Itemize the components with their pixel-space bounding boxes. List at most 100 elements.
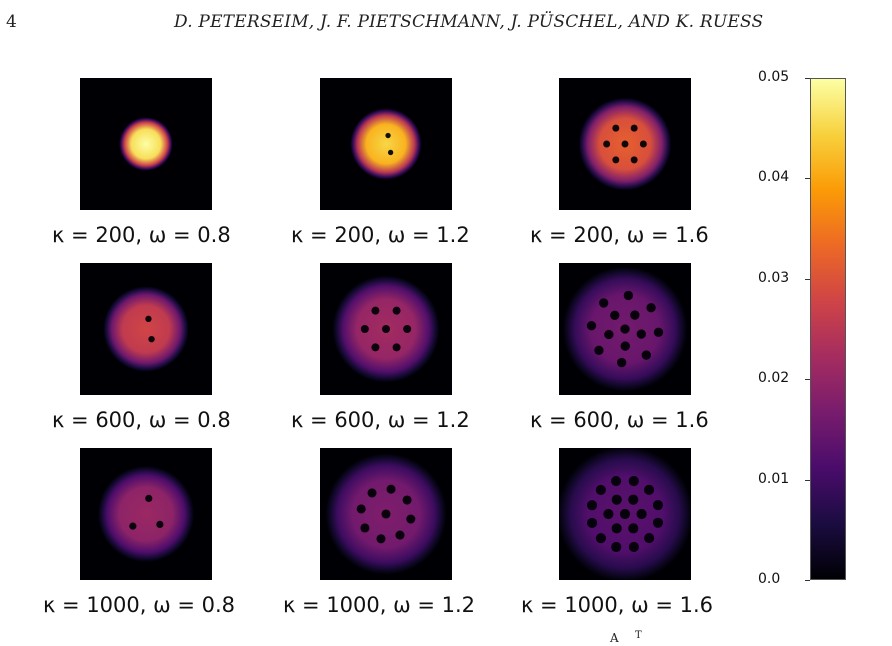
colorbar-tick-label: 0.04 [758, 169, 790, 186]
vortex-core [610, 310, 620, 321]
vortex-core [652, 517, 664, 528]
colorbar-tick-label: 0.02 [758, 370, 790, 387]
colorbar-tick-label: 0.0 [758, 571, 781, 587]
cropped-caption-fragment: A T [470, 626, 690, 646]
vortex-core [376, 534, 386, 544]
vortex-core [603, 140, 611, 148]
vortex-core [595, 484, 606, 495]
density-heatmap [559, 263, 691, 395]
condensate-density [103, 286, 189, 372]
vortex-core [611, 494, 622, 505]
density-panel-k1000-w08 [80, 448, 212, 580]
panel-caption: κ = 200, ω = 1.2 [291, 223, 470, 247]
vortex-core [595, 533, 606, 544]
density-heatmap [320, 78, 452, 210]
vortex-core [599, 298, 609, 308]
vortex-core [402, 495, 412, 505]
vortex-core [620, 341, 630, 351]
panel-caption: κ = 600, ω = 0.8 [52, 408, 231, 432]
vortex-core [616, 357, 627, 368]
vortex-core [603, 508, 614, 520]
vortex-core [145, 494, 153, 503]
density-panel-k1000-w12 [320, 448, 452, 580]
vortex-core [406, 514, 416, 524]
vortex-core [381, 324, 391, 334]
density-heatmap [320, 263, 452, 395]
vortex-core [611, 541, 622, 553]
density-heatmap [80, 78, 212, 210]
vortex-core [586, 517, 598, 528]
vortex-core [619, 508, 631, 520]
vortex-core [628, 494, 639, 505]
vortex-core [156, 520, 164, 529]
vortex-core [612, 124, 620, 132]
colorbar-tick-label: 0.01 [758, 470, 790, 487]
condensate-density [97, 465, 195, 563]
density-heatmap [80, 448, 212, 580]
density-panel-k600-w12 [320, 263, 452, 395]
colorbar-tick-label: 0.03 [758, 269, 790, 286]
page-header: 4 D. PETERSEIM, J. F. PIETSCHMANN, J. PÜ… [0, 0, 892, 40]
vortex-core [641, 350, 651, 360]
vortex-core [644, 533, 655, 544]
vortex-core [385, 132, 391, 139]
vortex-core [628, 523, 639, 534]
vortex-core [628, 475, 639, 487]
vortex-core [611, 475, 622, 487]
vortex-core [604, 329, 614, 340]
density-panel-k1000-w16 [559, 448, 691, 580]
vortex-core [652, 500, 664, 511]
vortex-core [646, 303, 656, 313]
vortex-core [630, 156, 638, 164]
page-number: 4 [6, 12, 17, 32]
vortex-core [392, 343, 401, 352]
vortex-core [381, 509, 391, 519]
vortex-core [360, 523, 370, 533]
density-heatmap [559, 448, 691, 580]
condensate-density [350, 108, 422, 180]
colorbar-gradient [810, 78, 846, 580]
vortex-core [129, 522, 137, 530]
colorbar-tick-mark [805, 580, 810, 581]
vortex-core [367, 488, 377, 498]
panel-caption: κ = 1000, ω = 1.6 [521, 593, 714, 617]
colorbar-tick-mark [805, 178, 810, 180]
running-head: D. PETERSEIM, J. F. PIETSCHMANN, J. PÜSC… [174, 12, 764, 32]
vortex-core [621, 140, 629, 148]
panel-caption: κ = 200, ω = 0.8 [52, 223, 231, 247]
vortex-core [636, 329, 646, 339]
density-panel-k200-w16 [559, 78, 691, 210]
panel-caption: κ = 1000, ω = 0.8 [43, 593, 236, 617]
vortex-core [360, 324, 369, 334]
svg-text:A: A [609, 631, 619, 645]
colorbar-tick-mark [805, 479, 810, 481]
vortex-core [371, 343, 380, 352]
vortex-core [636, 508, 647, 520]
vortex-core [387, 149, 394, 156]
density-heatmap [80, 263, 212, 395]
vortex-core [611, 523, 622, 534]
vortex-core [392, 306, 401, 315]
panel-caption: κ = 1000, ω = 1.2 [283, 593, 476, 617]
density-panel-k200-w08 [80, 78, 212, 210]
vortex-core [145, 315, 152, 323]
svg-text:T: T [635, 630, 642, 641]
panel-caption: κ = 600, ω = 1.6 [530, 408, 709, 432]
density-panel-k600-w16 [559, 263, 691, 395]
colorbar-tick-mark [805, 78, 810, 79]
vortex-core [623, 290, 634, 301]
vortex-core [356, 504, 366, 514]
vortex-core [395, 530, 405, 540]
vortex-core [386, 484, 396, 494]
colorbar-tick-mark [805, 379, 810, 381]
vortex-core [630, 310, 640, 320]
vortex-core [612, 156, 620, 164]
vortex-core [148, 335, 155, 343]
panel-caption: κ = 200, ω = 1.6 [530, 223, 709, 247]
panel-caption: κ = 600, ω = 1.2 [291, 408, 470, 432]
condensate-density [119, 117, 173, 171]
vortex-core [620, 324, 630, 334]
density-heatmap [559, 78, 691, 210]
vortex-core [639, 140, 647, 148]
vortex-core [371, 306, 380, 315]
